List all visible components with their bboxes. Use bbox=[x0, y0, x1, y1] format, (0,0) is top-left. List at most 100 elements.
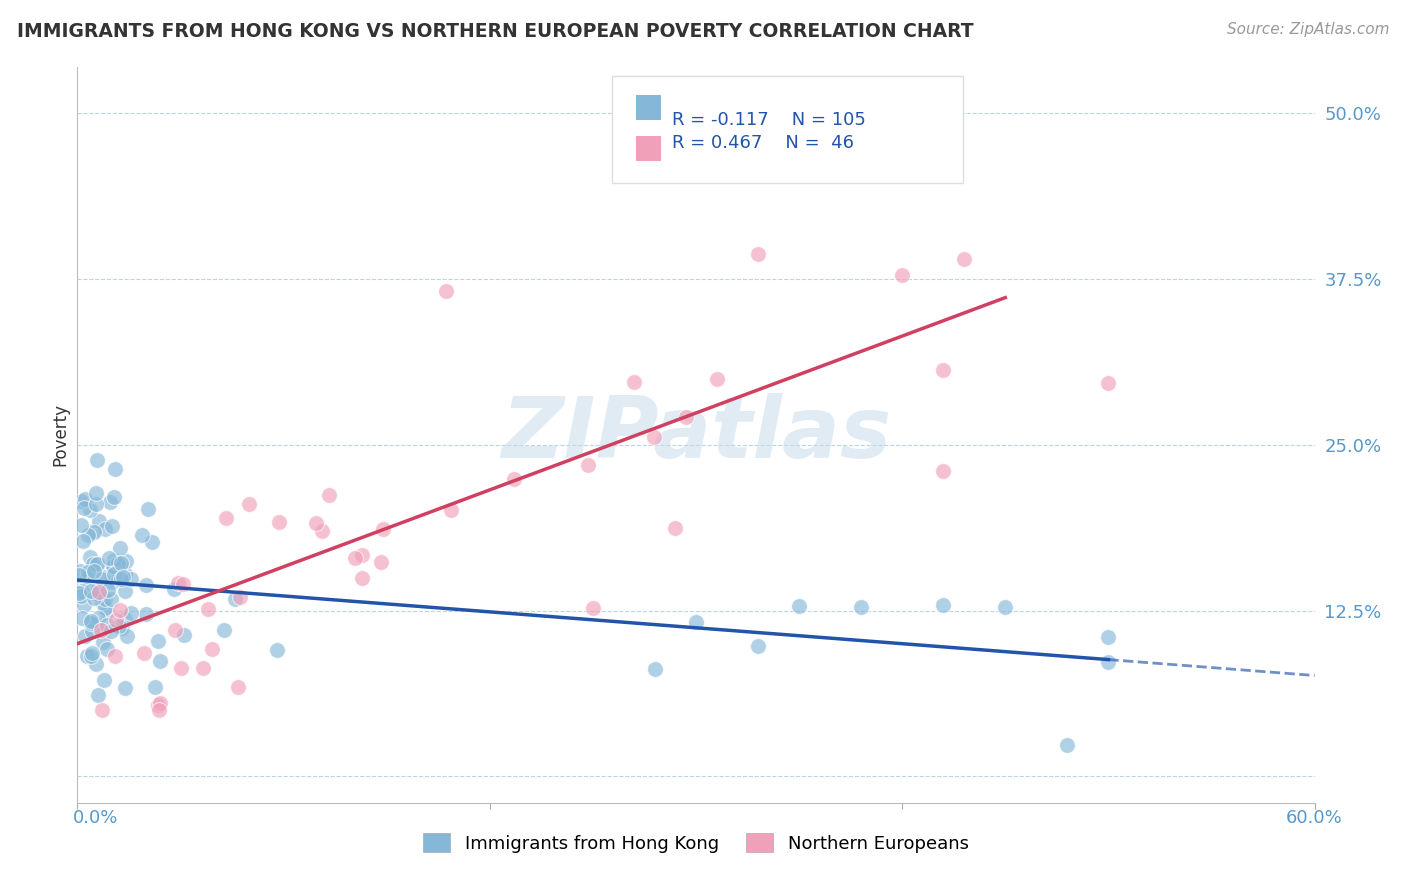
Point bbox=[1056, 738, 1078, 752]
Point bbox=[120, 572, 142, 586]
Point bbox=[90, 623, 112, 637]
Point bbox=[141, 535, 163, 549]
Point bbox=[70, 611, 93, 625]
Point bbox=[67, 568, 90, 582]
Point bbox=[90, 703, 112, 717]
Point bbox=[143, 680, 166, 694]
Point bbox=[87, 514, 110, 528]
Point bbox=[1097, 655, 1119, 669]
Point bbox=[90, 595, 112, 609]
Point bbox=[994, 599, 1017, 614]
Point bbox=[70, 584, 93, 599]
Point bbox=[73, 501, 96, 516]
Point bbox=[162, 582, 184, 596]
Point bbox=[80, 583, 103, 598]
Point bbox=[83, 591, 105, 605]
Point bbox=[891, 268, 914, 282]
Point bbox=[114, 567, 136, 582]
Point bbox=[311, 524, 333, 538]
Point bbox=[135, 578, 157, 592]
Point bbox=[108, 618, 131, 632]
Point bbox=[107, 557, 129, 571]
Point bbox=[77, 528, 100, 542]
Point bbox=[344, 551, 367, 566]
Point bbox=[87, 582, 110, 596]
Point bbox=[212, 623, 235, 637]
Point bbox=[173, 628, 195, 642]
Point bbox=[146, 634, 169, 648]
Point bbox=[73, 629, 96, 643]
Point bbox=[238, 497, 260, 511]
Legend: Immigrants from Hong Kong, Northern Europeans: Immigrants from Hong Kong, Northern Euro… bbox=[416, 826, 976, 860]
Point bbox=[100, 519, 122, 533]
Point bbox=[110, 621, 132, 635]
Point bbox=[849, 599, 872, 614]
Point bbox=[76, 566, 98, 580]
Point bbox=[100, 591, 122, 606]
Text: 0.0%: 0.0% bbox=[73, 809, 118, 827]
Point bbox=[953, 252, 976, 267]
Point bbox=[67, 586, 90, 600]
Point bbox=[643, 430, 665, 444]
Point bbox=[229, 590, 252, 604]
Point bbox=[104, 648, 127, 663]
Point bbox=[108, 541, 131, 555]
Y-axis label: Poverty: Poverty bbox=[51, 403, 69, 467]
Point bbox=[90, 572, 112, 586]
Point bbox=[101, 559, 124, 574]
Point bbox=[111, 570, 134, 584]
Point bbox=[96, 641, 118, 656]
Point bbox=[149, 696, 172, 710]
Text: R = -0.117    N = 105: R = -0.117 N = 105 bbox=[672, 111, 866, 128]
Point bbox=[69, 518, 91, 533]
Point bbox=[165, 624, 187, 638]
Point bbox=[82, 524, 104, 539]
Point bbox=[103, 567, 125, 582]
Point bbox=[685, 615, 707, 630]
Point bbox=[1097, 376, 1119, 390]
Point bbox=[97, 551, 120, 566]
Point bbox=[114, 612, 136, 626]
Point bbox=[70, 494, 93, 508]
Point bbox=[96, 582, 118, 597]
Point bbox=[1097, 631, 1119, 645]
Point bbox=[98, 495, 121, 509]
Point bbox=[96, 618, 118, 632]
Point bbox=[318, 488, 340, 502]
Point bbox=[93, 673, 115, 687]
Point bbox=[502, 472, 524, 486]
Point bbox=[932, 363, 955, 377]
Point bbox=[110, 557, 132, 571]
Point bbox=[87, 689, 110, 703]
Point bbox=[108, 560, 131, 574]
Point bbox=[576, 458, 599, 472]
Point bbox=[215, 511, 238, 525]
Point bbox=[352, 549, 374, 563]
Point bbox=[100, 624, 122, 638]
Point bbox=[87, 557, 110, 571]
Point bbox=[675, 410, 697, 425]
Point bbox=[87, 587, 110, 601]
Point bbox=[136, 502, 159, 516]
Point bbox=[103, 561, 125, 575]
Point bbox=[787, 599, 810, 614]
Point bbox=[76, 571, 98, 585]
Point bbox=[370, 555, 392, 569]
Point bbox=[73, 599, 96, 613]
Point bbox=[172, 577, 194, 591]
Point bbox=[149, 654, 172, 668]
Point bbox=[69, 564, 91, 578]
Point bbox=[747, 640, 769, 654]
Point bbox=[582, 601, 605, 615]
Point bbox=[80, 646, 103, 660]
Point bbox=[105, 613, 128, 627]
Point bbox=[170, 661, 193, 675]
Point bbox=[114, 681, 136, 696]
Point bbox=[305, 516, 328, 530]
Point bbox=[167, 575, 190, 590]
Point bbox=[84, 617, 107, 632]
Point bbox=[120, 606, 142, 620]
Point bbox=[96, 605, 118, 619]
Point bbox=[80, 624, 103, 638]
Point bbox=[224, 592, 246, 607]
